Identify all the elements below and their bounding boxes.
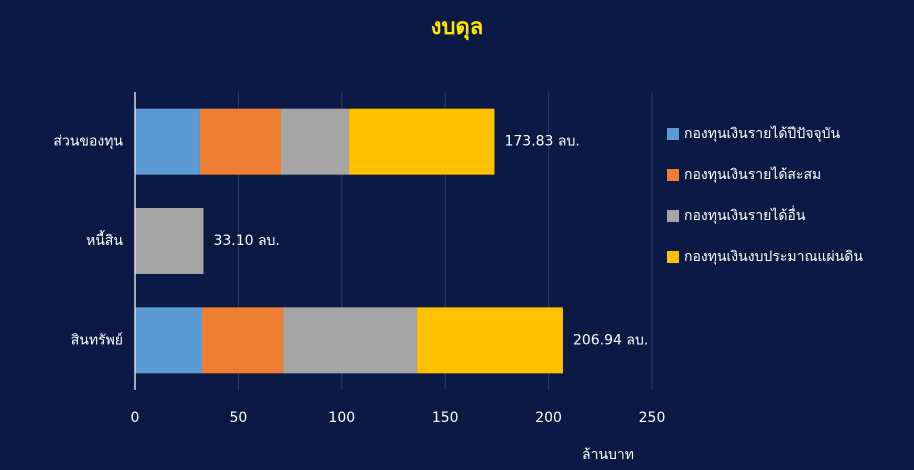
x-tick-label: 200 — [535, 410, 562, 426]
bar-segment — [135, 108, 200, 175]
bar-segment — [417, 307, 563, 374]
y-tick-label: ส่วนของทุน — [53, 134, 123, 150]
bar-segment — [283, 307, 418, 374]
bar-segment — [199, 108, 282, 175]
x-tick-label: 0 — [131, 410, 140, 426]
chart-title: งบดุล — [431, 15, 483, 41]
total-label: 206.94 ลบ. — [573, 332, 648, 348]
total-label: 33.10 ลบ. — [213, 233, 279, 249]
bar-segment — [349, 108, 495, 175]
legend-swatch — [667, 251, 679, 263]
x-tick-label: 100 — [328, 410, 355, 426]
legend-label: กองทุนเงินงบประมาณแผ่นดิน — [684, 249, 863, 265]
bar-segment — [135, 307, 203, 374]
legend-swatch — [667, 128, 679, 140]
legend-label: กองทุนเงินรายได้อื่น — [684, 206, 806, 224]
y-tick-label: หนี้สิน — [86, 230, 123, 249]
x-axis-title: ล้านบาท — [582, 447, 634, 463]
bar-segment — [135, 208, 204, 274]
y-tick-label: สินทรัพย์ — [71, 331, 123, 348]
bar-segment — [281, 108, 350, 175]
x-tick-label: 50 — [229, 410, 247, 426]
legend-label: กองทุนเงินรายได้ปีปัจจุบัน — [684, 125, 840, 142]
total-label: 173.83 ลบ. — [504, 134, 579, 150]
legend-swatch — [667, 169, 679, 181]
legend-swatch — [667, 210, 679, 222]
legend-label: กองทุนเงินรายได้สะสม — [684, 166, 821, 183]
x-tick-label: 250 — [639, 410, 666, 426]
x-tick-label: 150 — [432, 410, 459, 426]
bar-segment — [202, 307, 284, 374]
